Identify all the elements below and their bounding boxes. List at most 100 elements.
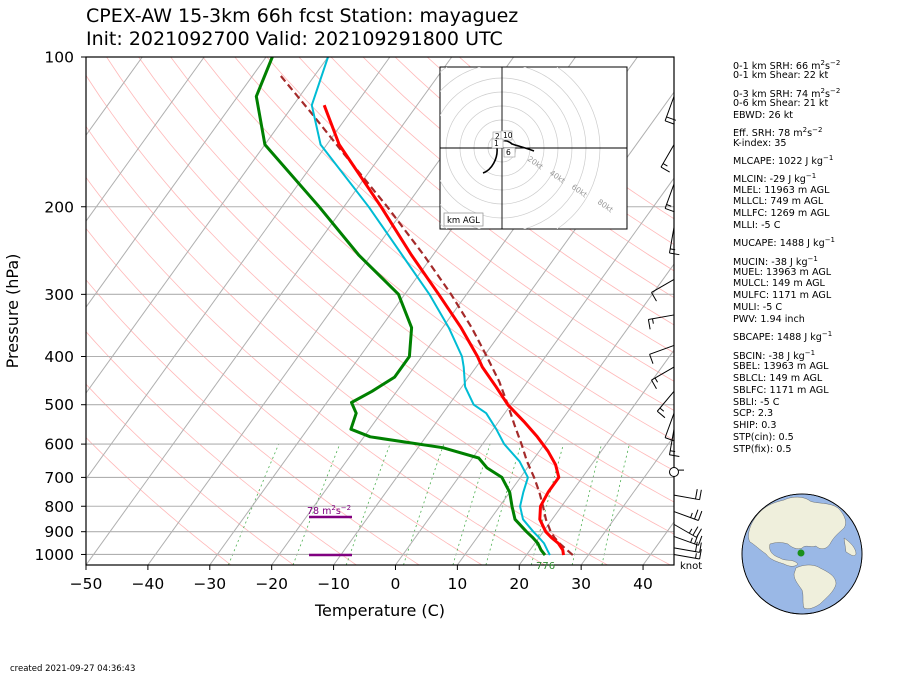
y-tick-label: 200 (44, 198, 74, 216)
dry-adiabat (86, 383, 294, 565)
index-line: SBEL: 13963 m AGL (733, 361, 829, 372)
x-tick-label: 20 (509, 575, 529, 593)
wind-barb (673, 489, 702, 501)
effective-layer-label: 78 m2s−2 (307, 504, 351, 517)
wind-barb (664, 413, 675, 442)
hodograph-height-label: 1 (494, 139, 499, 148)
isotherm-gridline (86, 57, 205, 222)
isotherm-gridline (395, 177, 674, 565)
wind-barb (651, 366, 675, 389)
temperature-profile (322, 104, 565, 556)
mixing-ratio-line (403, 443, 445, 565)
profile-lines (254, 57, 574, 557)
chart-subtitle: Init: 2021092700 Valid: 202109291800 UTC (86, 28, 503, 50)
wind-barb (656, 391, 675, 419)
index-line: SBCIN: -38 J kg−1 (733, 349, 816, 363)
index-line: 0-1 km Shear: 22 kt (733, 70, 829, 81)
isotherm-gridline (456, 263, 674, 565)
moist-adiabat-guide (86, 57, 205, 222)
x-tick-label: 30 (571, 575, 591, 593)
hodograph-height-label: 10 (503, 131, 513, 140)
wind-barb (649, 344, 675, 364)
hodograph-height-label: 6 (506, 148, 511, 157)
mixing-ratio-line (452, 443, 491, 565)
surface-value-label: 776 (536, 561, 555, 572)
plot-frame (85, 56, 675, 566)
dry-adiabat (138, 57, 674, 503)
index-line: SCP: 2.3 (733, 408, 774, 419)
hodograph-height-label: 2 (495, 132, 500, 141)
parcel-profile (278, 72, 574, 556)
y-tick-label: 900 (44, 523, 74, 541)
y-tick-label: 700 (44, 469, 74, 487)
x-tick-label: −30 (193, 575, 226, 593)
isotherm-gridline (86, 57, 267, 308)
index-line: MLLCL: 749 m AGL (733, 196, 824, 207)
x-tick-label: −40 (132, 575, 165, 593)
location-globe (741, 493, 863, 615)
index-line: EBWD: 26 kt (733, 110, 794, 121)
dry-adiabat (298, 57, 674, 354)
mixing-ratio-line (601, 444, 630, 565)
wind-barb (673, 534, 703, 546)
isotherm-gridline (86, 57, 391, 480)
index-line: MLLFC: 1269 m AGL (733, 208, 830, 219)
y-tick-label: 600 (44, 436, 74, 454)
x-tick-label: 40 (633, 575, 653, 593)
x-tick-label: −20 (255, 575, 288, 593)
wind-barb (673, 541, 702, 553)
index-line: MULI: -5 C (733, 302, 783, 313)
index-line: MULCL: 149 m AGL (733, 278, 825, 289)
wetbulb-profile (310, 57, 551, 556)
calm-wind-marker (669, 467, 679, 477)
index-line: SBLFC: 1171 m AGL (733, 385, 829, 396)
dry-adiabat (86, 279, 420, 565)
x-tick-label: 10 (448, 575, 468, 593)
wind-barb (647, 314, 675, 330)
index-line: MUCIN: -38 J kg−1 (733, 255, 818, 269)
x-tick-label: 0 (391, 575, 401, 593)
wind-barb (673, 444, 684, 471)
index-line: SBLI: -5 C (733, 397, 780, 408)
chart-title: CPEX-AW 15-3km 66h fcst Station: mayague… (86, 5, 519, 27)
dry-adiabat (86, 176, 545, 565)
index-line: STP(fix): 0.5 (733, 444, 792, 455)
dry-adiabat (86, 437, 232, 565)
x-tick-label: −10 (317, 575, 350, 593)
index-line: SBLCL: 149 m AGL (733, 373, 823, 384)
isotherm-gridline (518, 349, 674, 565)
y-tick-label: 400 (44, 348, 74, 366)
index-line: MLCAPE: 1022 J kg−1 (733, 154, 834, 168)
dry-adiabat (106, 57, 674, 535)
wind-unit-label: knot (680, 561, 702, 572)
dry-adiabat (362, 57, 674, 299)
wind-barb (651, 279, 675, 302)
wind-barb (673, 509, 703, 521)
index-line: 0-1 km SRH: 66 m2s−2 (733, 59, 841, 73)
isotherm-gridline (333, 91, 674, 565)
index-line: MULFC: 1171 m AGL (733, 290, 832, 301)
mixing-ratio-line (571, 443, 602, 565)
x-axis-label: Temperature (C) (314, 601, 445, 620)
mixing-ratio-line (345, 443, 391, 565)
created-timestamp: created 2021-09-27 04:36:43 (10, 664, 136, 674)
dry-adiabat (266, 57, 674, 382)
wind-barbs (647, 96, 703, 560)
y-tick-label: 100 (44, 49, 74, 67)
wind-barb (668, 227, 680, 256)
y-tick-label: 300 (44, 286, 74, 304)
isotherm-gridline (86, 57, 453, 565)
index-line: 0-6 km Shear: 21 kt (733, 98, 829, 109)
y-tick-label: 800 (44, 498, 74, 516)
index-line: MUCAPE: 1488 J kg−1 (733, 236, 836, 250)
effective-layer-marker: 78 m2s−2 (307, 504, 352, 557)
hodograph-label: km AGL (447, 216, 480, 226)
y-tick-label: 500 (44, 396, 74, 414)
station-location-marker (797, 549, 805, 557)
dry-adiabat (234, 57, 674, 411)
x-tick-label: −50 (70, 575, 103, 593)
index-line: MUEL: 13963 m AGL (733, 267, 832, 278)
moist-adiabat-guide (86, 57, 267, 308)
isotherm-gridline (580, 435, 674, 565)
